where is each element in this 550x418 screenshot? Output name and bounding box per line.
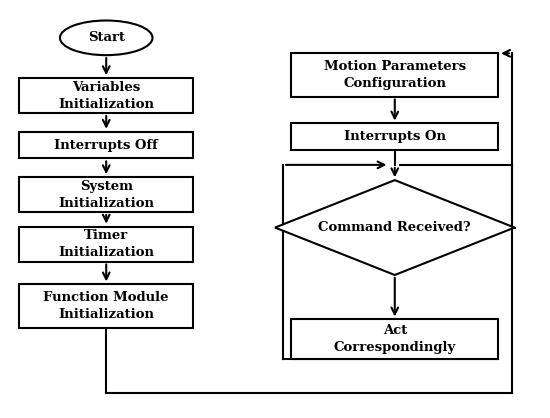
Bar <box>19 227 194 262</box>
Text: Variables
Initialization: Variables Initialization <box>58 81 154 111</box>
Bar <box>19 78 194 113</box>
Bar <box>292 54 498 97</box>
Text: Timer
Initialization: Timer Initialization <box>58 229 154 259</box>
Text: Interrupts Off: Interrupts Off <box>54 139 158 152</box>
Text: Motion Parameters
Configuration: Motion Parameters Configuration <box>324 60 466 90</box>
Ellipse shape <box>60 20 152 55</box>
Text: Interrupts On: Interrupts On <box>344 130 446 143</box>
Bar <box>19 177 194 212</box>
Bar <box>19 284 194 328</box>
Polygon shape <box>275 180 515 275</box>
Text: Function Module
Initialization: Function Module Initialization <box>43 291 169 321</box>
Bar <box>292 319 498 359</box>
Text: Command Received?: Command Received? <box>318 221 471 234</box>
Bar <box>19 132 194 158</box>
Text: Act
Correspondingly: Act Correspondingly <box>334 324 456 354</box>
Text: System
Initialization: System Initialization <box>58 180 154 209</box>
Bar <box>292 123 498 150</box>
Text: Start: Start <box>87 31 125 44</box>
